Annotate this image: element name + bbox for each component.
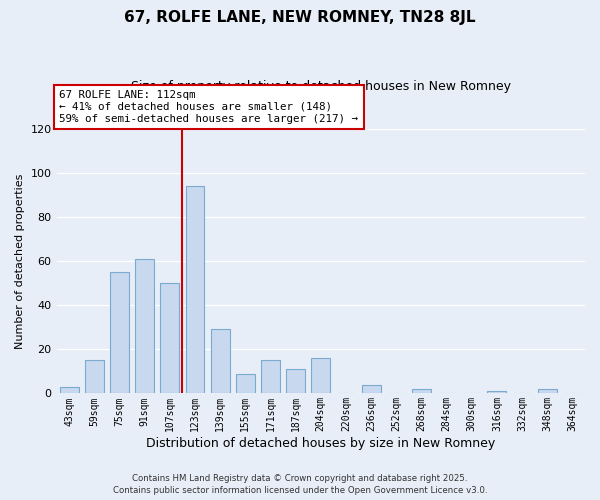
Text: 67, ROLFE LANE, NEW ROMNEY, TN28 8JL: 67, ROLFE LANE, NEW ROMNEY, TN28 8JL — [124, 10, 476, 25]
Bar — [261, 360, 280, 394]
Bar — [85, 360, 104, 394]
Bar — [59, 387, 79, 394]
Bar — [135, 259, 154, 394]
Bar — [311, 358, 330, 394]
Bar — [286, 369, 305, 394]
X-axis label: Distribution of detached houses by size in New Romney: Distribution of detached houses by size … — [146, 437, 496, 450]
Bar — [110, 272, 129, 394]
Bar — [362, 384, 380, 394]
Text: 67 ROLFE LANE: 112sqm
← 41% of detached houses are smaller (148)
59% of semi-det: 67 ROLFE LANE: 112sqm ← 41% of detached … — [59, 90, 358, 124]
Title: Size of property relative to detached houses in New Romney: Size of property relative to detached ho… — [131, 80, 511, 93]
Bar — [487, 391, 506, 394]
Bar — [412, 389, 431, 394]
Bar — [185, 186, 205, 394]
Y-axis label: Number of detached properties: Number of detached properties — [15, 174, 25, 349]
Bar — [236, 374, 255, 394]
Bar — [211, 330, 230, 394]
Text: Contains HM Land Registry data © Crown copyright and database right 2025.
Contai: Contains HM Land Registry data © Crown c… — [113, 474, 487, 495]
Bar — [160, 283, 179, 394]
Bar — [538, 389, 557, 394]
